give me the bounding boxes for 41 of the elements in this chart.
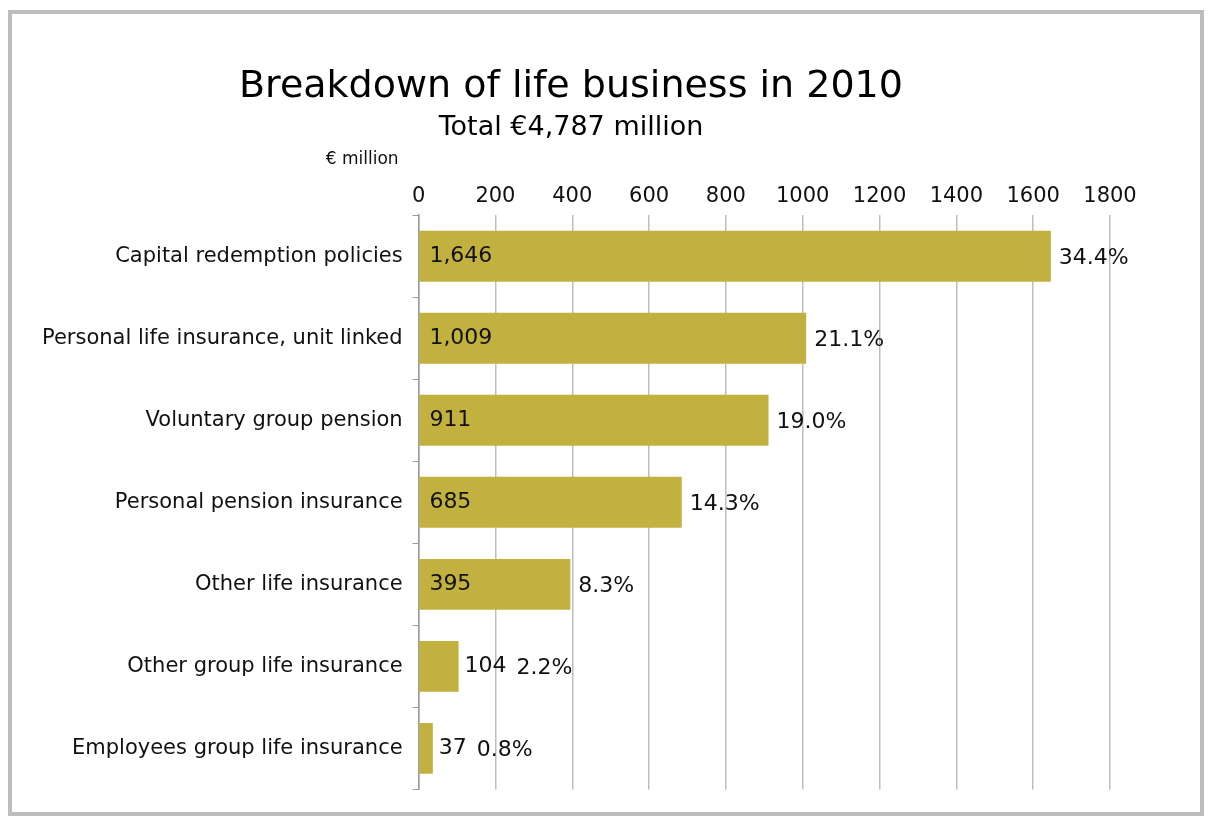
annotation: 34.4% <box>1058 243 1129 269</box>
bar <box>419 640 459 692</box>
bar <box>419 230 1051 282</box>
data-label: 911 <box>429 405 472 431</box>
chart-title: Breakdown of life business in 2010 <box>239 61 903 106</box>
x-tick-label: 0 <box>411 183 426 208</box>
chart-subtitle: Total €4,787 million <box>437 109 704 141</box>
data-label: 1,009 <box>429 323 493 349</box>
y-tick-label: Personal life insurance, unit linked <box>41 324 403 349</box>
x-tick-label: 1000 <box>776 183 830 208</box>
x-tick-label: 1400 <box>929 183 984 208</box>
y-tick-label: Voluntary group pension <box>145 406 403 431</box>
annotation: 19.0% <box>776 407 847 433</box>
bar <box>419 476 682 528</box>
data-label: 1,646 <box>429 241 493 267</box>
x-tick-label: 1800 <box>1083 183 1137 208</box>
x-tick-label: 1200 <box>852 183 907 208</box>
annotation: 2.2% <box>516 654 573 680</box>
data-label: 395 <box>429 570 472 596</box>
bar <box>419 722 433 774</box>
annotation: 8.3% <box>578 572 635 598</box>
y-tick-label: Employees group life insurance <box>72 734 403 759</box>
annotation: 14.3% <box>689 490 760 516</box>
y-tick-label: Other group life insurance <box>127 652 403 677</box>
x-tick-label: 600 <box>629 183 670 208</box>
x-tick-label: 1600 <box>1006 183 1060 208</box>
bar <box>419 558 571 610</box>
x-tick-label: 400 <box>552 183 593 208</box>
bar <box>419 394 769 446</box>
x-tick-label: 200 <box>475 183 516 208</box>
data-label: 37 <box>438 734 467 760</box>
annotation: 0.8% <box>476 736 533 762</box>
bar <box>419 312 807 364</box>
data-label: 104 <box>464 652 507 678</box>
data-label: 685 <box>429 488 472 514</box>
y-tick-label: Personal pension insurance <box>114 488 403 513</box>
y-tick-label: Other life insurance <box>194 570 403 595</box>
y-tick-label: Capital redemption policies <box>115 242 403 267</box>
annotation: 21.1% <box>814 325 885 351</box>
x-tick-label: 800 <box>705 183 746 208</box>
x-axis-title: € million <box>325 148 399 169</box>
